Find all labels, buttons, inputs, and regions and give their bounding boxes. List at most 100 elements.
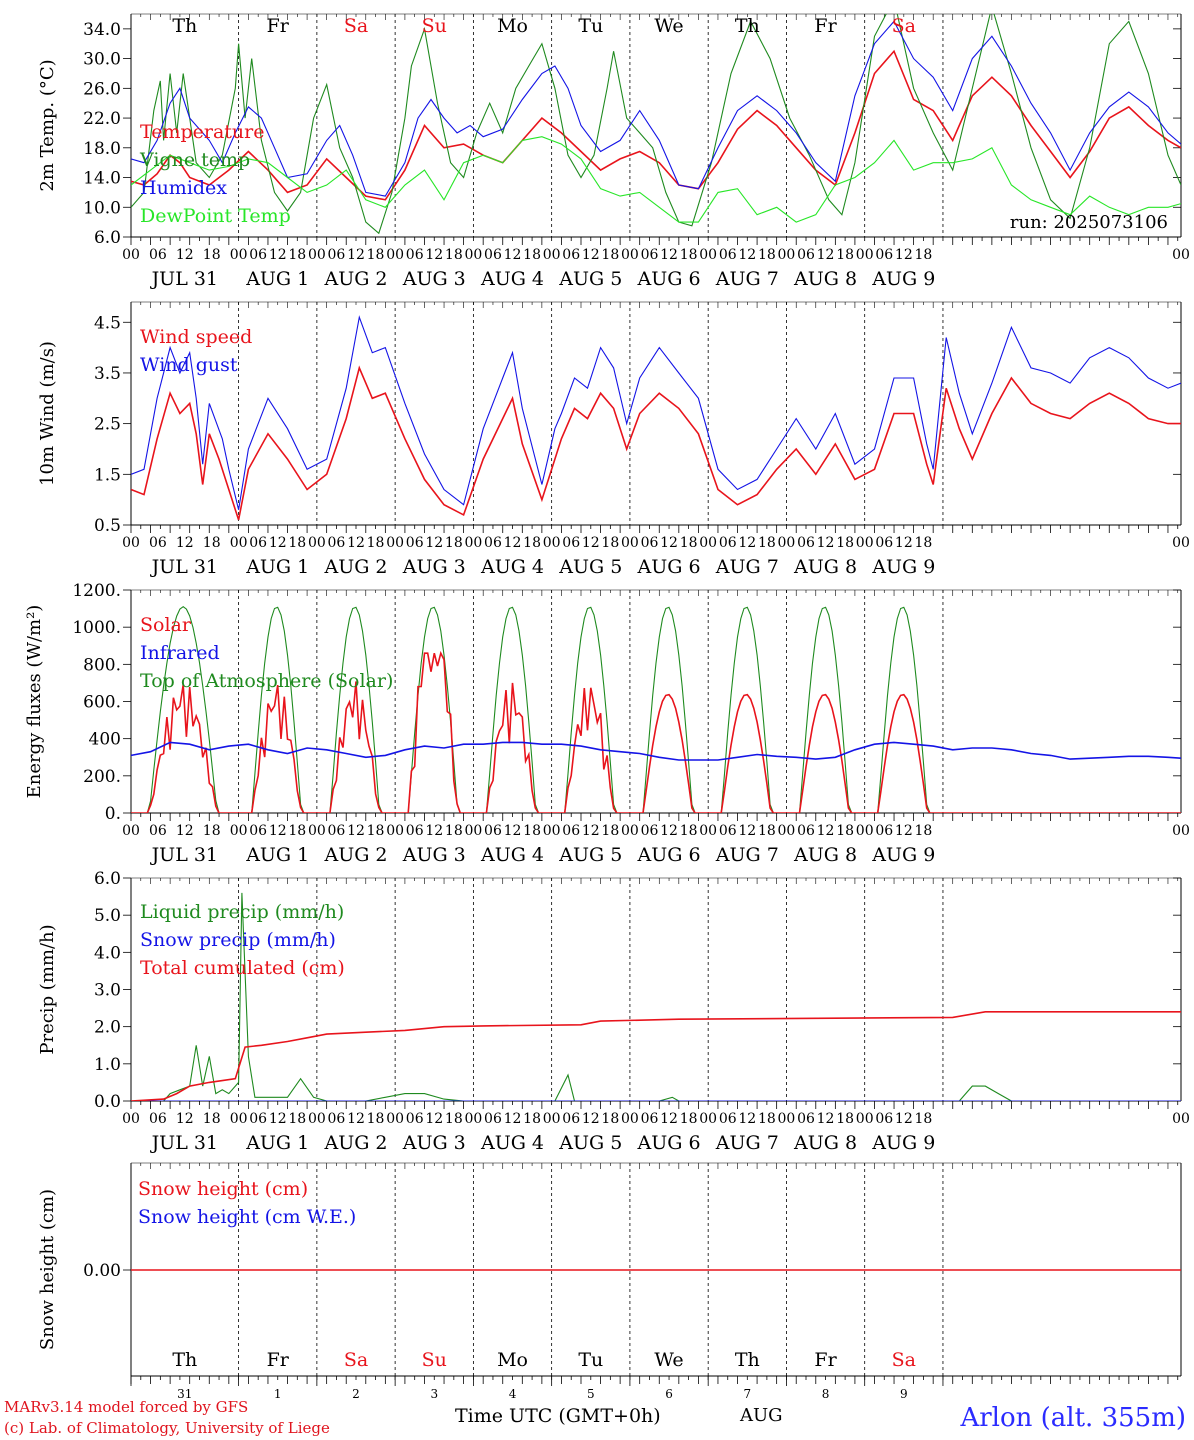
hour-label: 06 (719, 535, 737, 551)
hour-label: 00 (621, 247, 639, 263)
hour-label: 18 (914, 247, 932, 263)
day-name-bottom: Tu (578, 1349, 603, 1371)
series-line-vigne-temp (131, 14, 1181, 235)
day-name-bottom: Fr (267, 1349, 290, 1371)
date-label: JUL 31 (150, 556, 218, 578)
hour-label: 06 (797, 1111, 815, 1127)
date-label: AUG 8 (793, 556, 857, 578)
hour-label: 00 (621, 535, 639, 551)
legend-entry: Humidex (140, 177, 227, 199)
hour-label: 18 (758, 247, 776, 263)
hour-label: 06 (249, 535, 267, 551)
hour-label: 12 (425, 1111, 443, 1127)
hour-label: 12 (176, 535, 194, 551)
day-name-bottom: We (654, 1349, 683, 1371)
hour-label: 12 (347, 1111, 365, 1127)
day-name-bottom: Sa (344, 1349, 368, 1371)
legend-entry: Top of Atmosphere (Solar) (140, 670, 393, 692)
hour-label: 00 (856, 1111, 874, 1127)
legend-entry: Vigne temp (139, 149, 250, 171)
hour-label: 06 (328, 535, 346, 551)
y-tick-label: 5.0 (94, 906, 121, 926)
day-name-top: Tu (578, 15, 603, 37)
hour-label: 18 (203, 1111, 221, 1127)
y-tick-label: 34.0 (83, 20, 121, 40)
hour-label: 12 (269, 1111, 287, 1127)
hour-label: 00 (308, 823, 326, 839)
y-tick-label: 0.00 (83, 1261, 121, 1281)
y-tick-label: 4.0 (94, 943, 121, 963)
hour-label: 18 (523, 535, 541, 551)
hour-label: 06 (719, 1111, 737, 1127)
hour-label: 00 (856, 823, 874, 839)
hour-label: 00 (699, 1111, 717, 1127)
hour-label: 00 (543, 1111, 561, 1127)
date-label: AUG 2 (323, 1132, 387, 1154)
hour-label: 12 (504, 1111, 522, 1127)
hour-label: 00 (386, 535, 404, 551)
hour-label: 18 (203, 247, 221, 263)
day-number: 7 (743, 1387, 751, 1401)
hour-label: 18 (445, 1111, 463, 1127)
hour-label: 18 (523, 1111, 541, 1127)
date-label: AUG 2 (323, 844, 387, 866)
hour-label: 18 (288, 535, 306, 551)
day-name-bottom: Th (735, 1349, 760, 1371)
hour-label: 12 (504, 247, 522, 263)
hour-label: 06 (149, 247, 167, 263)
hour-label: 06 (406, 1111, 424, 1127)
y-tick-label: 1000. (72, 618, 121, 638)
date-label: AUG 2 (323, 268, 387, 290)
hour-label: 18 (367, 1111, 385, 1127)
hour-label: 00 (699, 535, 717, 551)
date-label: AUG 3 (402, 844, 466, 866)
legend-entry: Snow precip (mm/h) (140, 929, 336, 951)
date-label: AUG 5 (558, 844, 622, 866)
hour-label: 00 (464, 823, 482, 839)
hour-label: 00 (122, 1111, 140, 1127)
hour-label: 00 (386, 823, 404, 839)
hour-label: 18 (601, 1111, 619, 1127)
y-tick-label: 2.5 (94, 415, 121, 435)
time-axis-label: Time UTC (GMT+0h) (455, 1405, 661, 1427)
date-label: AUG 4 (480, 556, 544, 578)
date-label: AUG 4 (480, 844, 544, 866)
legend-entry: Wind gust (140, 354, 238, 376)
hour-label: 06 (797, 535, 815, 551)
hour-label: 00 (778, 247, 796, 263)
hour-label: 00 (778, 823, 796, 839)
day-name-top: Sa (892, 15, 916, 37)
day-name-bottom: Mo (497, 1349, 528, 1371)
hour-label: 06 (484, 247, 502, 263)
hour-label: 00 (1172, 1111, 1190, 1127)
day-number: 4 (509, 1387, 517, 1401)
date-label: AUG 5 (558, 556, 622, 578)
hour-label: 12 (269, 247, 287, 263)
y-tick-label: 14.0 (83, 169, 121, 189)
series-line-liquid-precip-mm-h- (131, 892, 1181, 1101)
hour-label: 00 (699, 823, 717, 839)
date-label: AUG 5 (558, 268, 622, 290)
hour-label: 00 (230, 823, 248, 839)
hour-label: 00 (386, 247, 404, 263)
day-name-bottom: Fr (814, 1349, 837, 1371)
hour-label: 12 (895, 247, 913, 263)
hour-label: 06 (641, 247, 659, 263)
date-label: AUG 5 (558, 1132, 622, 1154)
y-axis-label: 2m Temp. (°C) (37, 59, 58, 191)
hour-label: 06 (875, 535, 893, 551)
hour-label: 06 (875, 247, 893, 263)
hour-label: 06 (641, 823, 659, 839)
series-line-total-cumulated-cm- (131, 1011, 1181, 1101)
hour-label: 00 (230, 535, 248, 551)
series-line-dewpoint-temp (131, 136, 1181, 223)
hour-label: 00 (386, 1111, 404, 1127)
hour-label: 06 (797, 247, 815, 263)
hour-label: 18 (288, 247, 306, 263)
series-line-wind-speed (131, 365, 1181, 521)
series-line-wind-gust (131, 315, 1181, 510)
hour-label: 00 (778, 535, 796, 551)
y-tick-label: 18.0 (83, 139, 121, 159)
hour-label: 18 (836, 535, 854, 551)
hour-label: 18 (680, 823, 698, 839)
